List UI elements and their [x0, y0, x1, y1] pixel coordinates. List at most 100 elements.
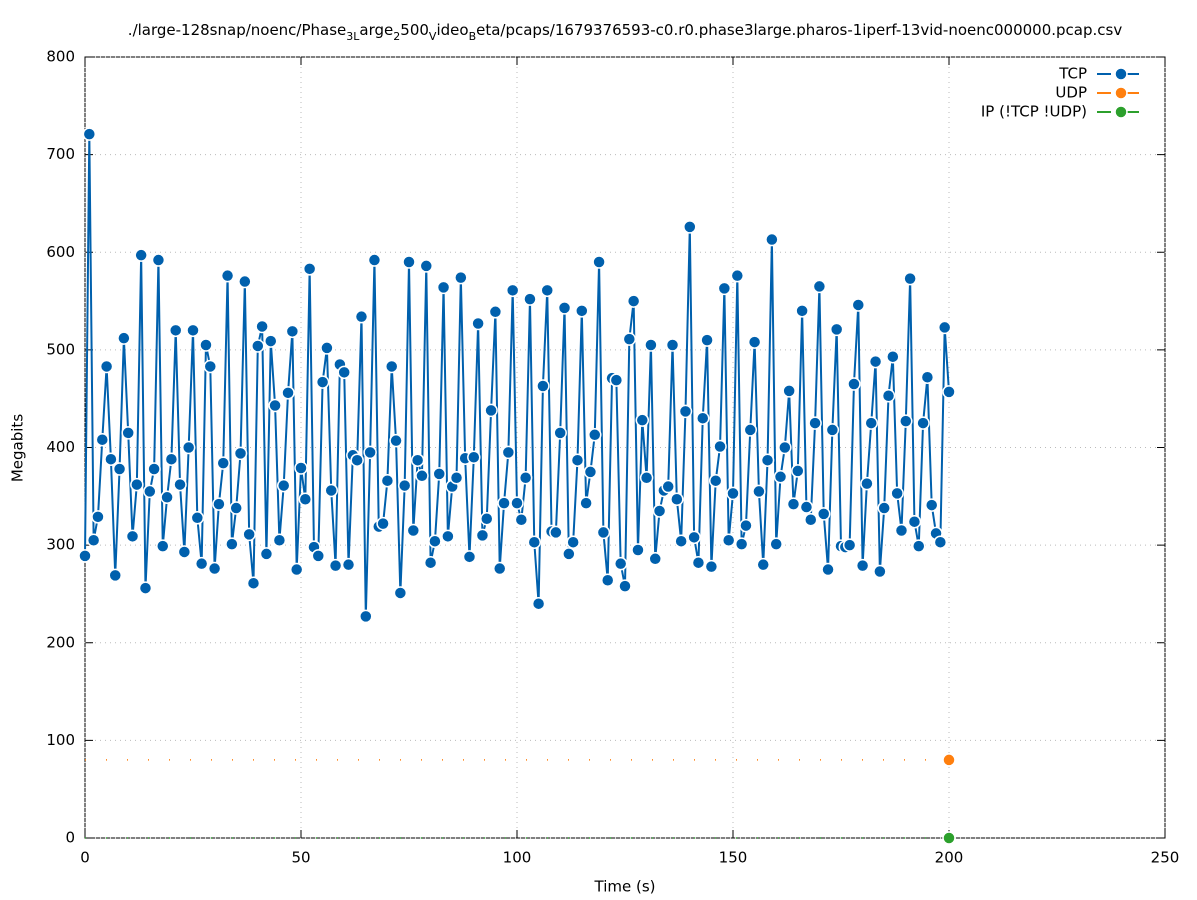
data-point: [117, 331, 131, 345]
data-point: [588, 428, 602, 442]
data-point: [294, 461, 308, 475]
data-point: [933, 535, 948, 549]
data-point: [812, 279, 827, 294]
data-point: [894, 523, 909, 538]
data-point: [635, 413, 650, 427]
data-point: [609, 373, 624, 387]
data-point: [804, 512, 818, 527]
data-point: [773, 470, 788, 484]
x-tick-label: 200: [935, 849, 964, 867]
data-point: [181, 440, 196, 455]
title-part: 2: [393, 30, 400, 43]
data-point: [717, 281, 732, 296]
data-point: [156, 539, 170, 553]
y-tick-label: 600: [46, 243, 75, 261]
x-tick-label: 0: [80, 849, 90, 867]
data-point: [899, 414, 913, 428]
data-point: [596, 525, 611, 540]
data-point: [868, 354, 883, 369]
y-tick-label: 800: [46, 48, 75, 66]
data-point: [942, 831, 956, 845]
data-point: [700, 333, 714, 347]
data-point: [618, 579, 632, 593]
x-tick-label: 100: [503, 849, 532, 867]
legend-label: UDP: [1055, 84, 1087, 102]
data-point: [562, 547, 576, 561]
data-point: [687, 530, 701, 545]
data-point: [708, 473, 723, 488]
data-point: [255, 319, 269, 334]
data-point: [164, 452, 179, 466]
data-point: [328, 558, 343, 573]
data-point: [315, 375, 330, 389]
data-point: [112, 462, 127, 476]
data-point: [639, 471, 654, 485]
data-point: [108, 568, 122, 583]
series-line: [84, 134, 950, 617]
y-tick-label: 300: [46, 536, 75, 554]
data-point: [151, 253, 166, 267]
data-point: [251, 339, 265, 353]
data-point: [570, 453, 585, 467]
data-point: [549, 525, 563, 540]
y-tick-label: 500: [46, 340, 75, 358]
data-point: [173, 477, 187, 492]
data-point: [501, 445, 516, 460]
data-point: [324, 483, 338, 498]
title-part: ideo: [436, 21, 468, 39]
x-tick-label: 250: [1151, 849, 1180, 867]
data-point: [510, 496, 524, 510]
data-point: [536, 379, 550, 393]
data-point: [566, 535, 580, 549]
data-point: [600, 573, 615, 588]
data-point: [194, 556, 209, 571]
data-point: [393, 586, 408, 600]
data-point: [225, 537, 239, 551]
data-point: [942, 753, 956, 767]
data-point: [285, 324, 300, 339]
data-point: [842, 538, 857, 552]
data-point: [246, 576, 261, 590]
data-point: [696, 411, 710, 425]
data-point: [652, 504, 667, 518]
data-point: [583, 465, 598, 479]
data-point: [881, 389, 896, 403]
data-point: [704, 559, 719, 574]
data-point: [207, 561, 222, 576]
y-tick-label: 400: [46, 438, 75, 456]
data-point: [419, 259, 434, 273]
data-point: [937, 320, 952, 335]
data-point: [384, 359, 399, 374]
data-point: [298, 492, 313, 506]
data-point: [613, 556, 628, 571]
data-point: [497, 496, 511, 510]
data-point: [95, 432, 110, 447]
data-point: [220, 268, 235, 283]
data-point: [743, 423, 758, 437]
data-point: [199, 338, 213, 352]
data-point: [557, 301, 572, 315]
data-point: [341, 557, 356, 572]
data-point: [376, 516, 390, 531]
data-point: [873, 564, 887, 579]
data-point: [730, 268, 745, 283]
data-point: [782, 384, 796, 398]
data-point: [415, 469, 429, 483]
data-point: [99, 359, 114, 374]
y-tick-label: 700: [46, 145, 75, 163]
data-point: [665, 338, 680, 352]
data-point: [86, 533, 101, 547]
data-point: [670, 492, 684, 506]
data-point: [756, 557, 770, 572]
data-point: [367, 253, 382, 267]
data-point: [752, 484, 766, 499]
data-point: [488, 305, 503, 319]
data-point: [484, 403, 498, 418]
title-part: 3L: [346, 30, 360, 43]
data-point: [860, 476, 874, 491]
data-point: [644, 338, 658, 352]
data-point: [160, 490, 174, 505]
title-part: B: [469, 30, 477, 43]
data-point: [626, 294, 641, 308]
data-point: [592, 255, 606, 269]
